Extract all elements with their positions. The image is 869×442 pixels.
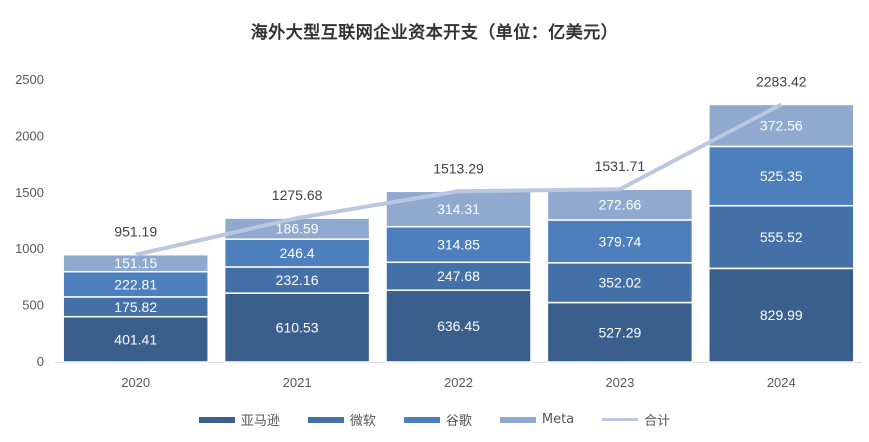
data-label: 555.52 xyxy=(760,229,803,245)
bar-segment-microsoft xyxy=(546,262,694,304)
legend-item-microsoft: 微软 xyxy=(307,410,376,429)
y-tick-label: 500 xyxy=(22,298,44,313)
data-label: 636.45 xyxy=(437,318,480,334)
data-label: 829.99 xyxy=(760,307,803,323)
data-label: 401.41 xyxy=(114,331,157,347)
legend-swatch xyxy=(403,416,440,423)
legend-swatch xyxy=(307,416,344,423)
bar-segment-meta xyxy=(385,190,532,228)
legend-item-total: 合计 xyxy=(602,410,670,429)
data-label: 525.35 xyxy=(760,168,803,184)
data-label: 151.15 xyxy=(114,255,157,271)
bar-segment-microsoft xyxy=(708,204,855,270)
bar-segment-google xyxy=(708,145,855,207)
legend-label: Meta xyxy=(541,412,575,427)
bar-segment-amazon xyxy=(62,315,209,363)
bar-segment-meta xyxy=(708,103,855,148)
data-label: 527.29 xyxy=(598,324,641,340)
data-label: 247.68 xyxy=(437,268,480,284)
bar-segment-microsoft xyxy=(223,266,371,294)
legend-item-amazon: 亚马逊 xyxy=(198,410,280,429)
bar-segment-amazon xyxy=(708,267,855,363)
total-label: 1513.29 xyxy=(433,160,484,176)
bar-segment-microsoft xyxy=(385,261,532,291)
data-label: 246.4 xyxy=(280,245,315,261)
bar-segment-google xyxy=(385,226,532,264)
total-label: 1275.68 xyxy=(272,187,323,203)
y-tick-label: 2000 xyxy=(15,128,44,143)
bar-segment-meta xyxy=(546,188,694,221)
total-line xyxy=(135,102,783,257)
total-label: 2283.42 xyxy=(756,73,807,89)
y-tick-label: 1000 xyxy=(15,241,44,256)
data-label: 610.53 xyxy=(276,320,319,336)
data-label: 372.56 xyxy=(760,117,803,133)
total-label: 951.19 xyxy=(114,224,157,240)
legend-item-meta: Meta xyxy=(499,410,575,429)
legend-swatch xyxy=(198,416,235,423)
bar-segment-google xyxy=(223,238,371,268)
total-label: 1531.71 xyxy=(595,158,646,174)
y-tick-label: 2500 xyxy=(15,72,44,87)
x-tick-label: 2023 xyxy=(605,375,634,390)
y-tick-label: 0 xyxy=(37,354,44,369)
legend-label: 亚马逊 xyxy=(240,414,280,429)
x-tick-label: 2021 xyxy=(283,375,312,390)
x-tick-label: 2022 xyxy=(444,375,473,390)
data-label: 272.66 xyxy=(598,197,641,213)
legend-label: 微软 xyxy=(349,414,376,429)
y-tick-label: 1500 xyxy=(15,185,44,200)
stacked-bar-chart: 0 500 1000 1500 2000 2500 401.41 175.82 222.81 15… xyxy=(15,72,862,390)
x-tick-label: 2024 xyxy=(767,375,796,390)
data-label: 314.31 xyxy=(437,201,480,217)
x-tick-label: 2020 xyxy=(121,375,150,390)
data-label: 232.16 xyxy=(276,272,319,288)
data-label: 175.82 xyxy=(114,299,157,315)
bar-segment-amazon xyxy=(223,292,371,363)
data-label: 222.81 xyxy=(114,276,157,292)
legend-label: 合计 xyxy=(644,414,671,429)
data-label: 186.59 xyxy=(276,221,319,237)
legend-swatch xyxy=(499,416,536,423)
legend-item-google: 谷歌 xyxy=(403,410,472,429)
data-label: 314.85 xyxy=(437,237,480,253)
legend-swatch xyxy=(602,418,639,421)
legend-label: 谷歌 xyxy=(445,414,472,429)
data-label: 379.74 xyxy=(598,233,641,249)
chart-legend: 亚马逊 微软 谷歌 Meta 合计 xyxy=(0,410,869,429)
chart-title: 海外大型互联网企业资本开支（单位：亿美元） xyxy=(250,23,619,43)
data-label: 352.02 xyxy=(598,275,641,291)
